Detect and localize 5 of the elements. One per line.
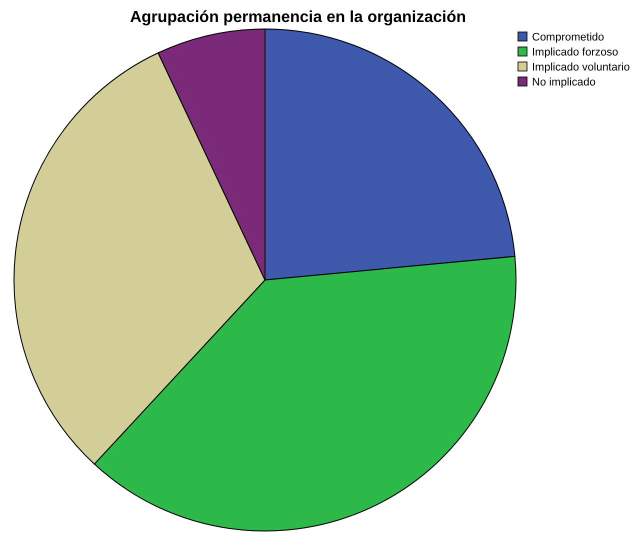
legend-label: Implicado voluntario	[532, 62, 630, 74]
chart-title: Agrupación permanencia en la organización	[130, 9, 466, 26]
legend-label: Comprometido	[532, 32, 604, 44]
legend-label: No implicado	[532, 76, 596, 88]
legend-label: Implicado forzoso	[532, 46, 618, 58]
